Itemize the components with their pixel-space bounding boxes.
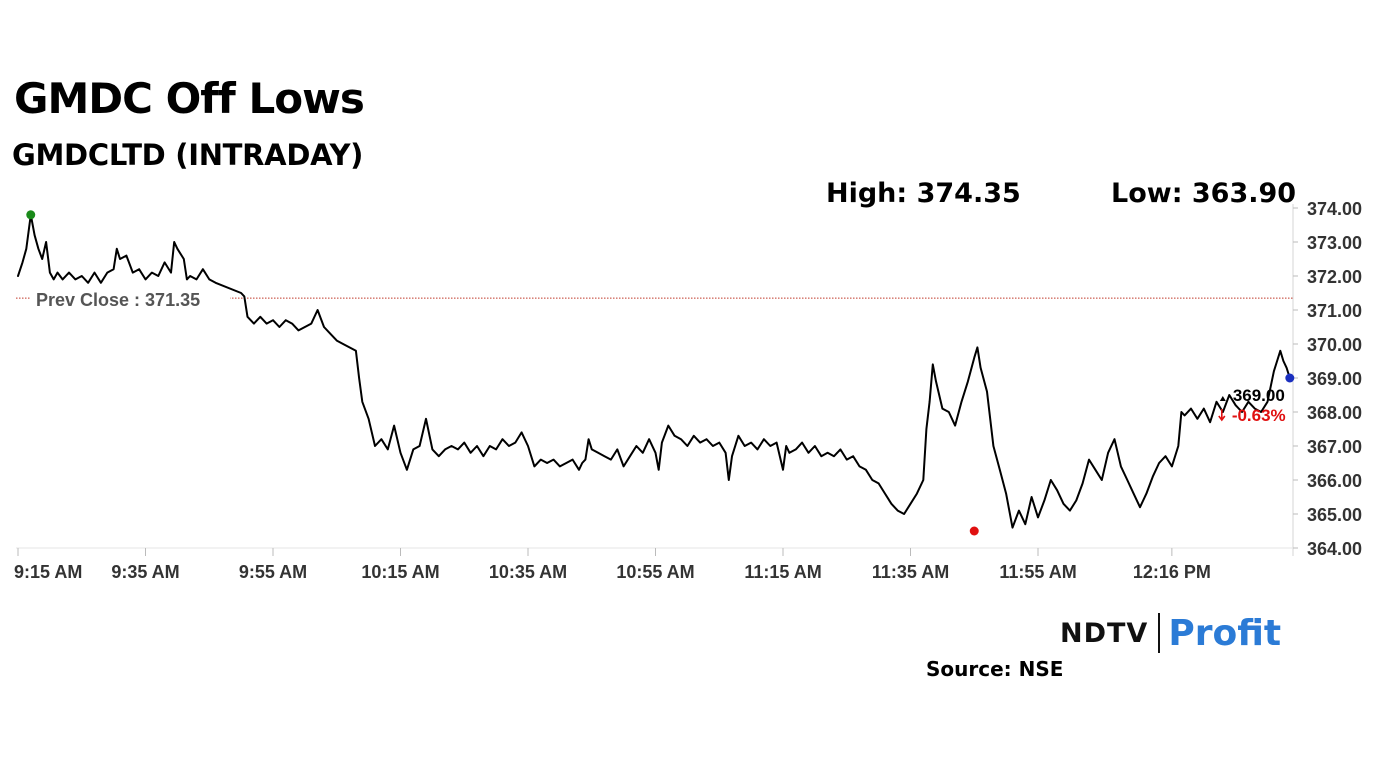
y-tick-label: 367.00 (1307, 437, 1362, 457)
x-axis: 9:15 AM 9:35 AM 9:55 AM 10:15 AM 10:35 AM 10:… (14, 547, 1293, 582)
source-note: Source: NSE (926, 657, 1064, 681)
y-tick-label: 372.00 (1307, 267, 1362, 287)
prev-close-group: Prev Close : 371.35 (16, 286, 1293, 313)
y-tick-label: 366.00 (1307, 471, 1362, 491)
low-stat: Low: 363.90 (1111, 178, 1297, 209)
x-tick-label: 11:15 AM (744, 562, 821, 582)
chart-title: GMDC Off Lows (14, 74, 365, 123)
low-marker (969, 526, 979, 536)
last-price-label: 369.00 (1233, 386, 1285, 405)
y-tick-label: 369.00 (1307, 369, 1362, 389)
x-tick-label: 10:15 AM (361, 562, 439, 582)
last-price-marker (1285, 373, 1295, 383)
y-tick-label: 373.00 (1307, 233, 1362, 253)
down-arrow-icon (1218, 409, 1226, 422)
price-series-line (17, 213, 1291, 529)
y-tick-label: 374.00 (1307, 199, 1362, 219)
y-tick-label: 364.00 (1307, 539, 1362, 559)
x-tick-label: 11:55 AM (999, 562, 1076, 582)
y-tick-label: 365.00 (1307, 505, 1362, 525)
y-tick-label: 370.00 (1307, 335, 1362, 355)
y-axis: 374.00 373.00 372.00 371.00 370.00 369.00 368.… (1292, 199, 1362, 559)
x-tick-label: 9:35 AM (111, 562, 179, 582)
high-marker (26, 210, 36, 220)
last-price-triangle-icon (1219, 396, 1226, 401)
chart-subtitle: GMDCLTD (INTRADAY) (12, 138, 364, 172)
ndtv-logo-text: NDTV (1060, 617, 1149, 649)
y-tick-label: 368.00 (1307, 403, 1362, 423)
x-tick-label: 12:16 PM (1133, 562, 1211, 582)
x-tick-label: 9:15 AM (14, 562, 82, 582)
profit-logo-text: Profit (1168, 612, 1282, 654)
prev-close-label: Prev Close : 371.35 (36, 290, 200, 310)
markers-group: 369.00-0.63% (26, 210, 1295, 536)
last-change-label: -0.63% (1232, 406, 1286, 425)
x-tick-label: 9:55 AM (239, 562, 307, 582)
x-tick-label: 10:55 AM (616, 562, 694, 582)
ndtv-profit-logo: NDTV Profit (1060, 610, 1281, 656)
high-stat: High: 374.35 (826, 178, 1021, 209)
logo-divider (1158, 613, 1161, 653)
x-tick-label: 11:35 AM (872, 562, 949, 582)
x-tick-label: 10:35 AM (489, 562, 567, 582)
series-group (17, 213, 1291, 529)
y-tick-label: 371.00 (1307, 301, 1362, 321)
prev-close-label-bg (30, 286, 230, 313)
